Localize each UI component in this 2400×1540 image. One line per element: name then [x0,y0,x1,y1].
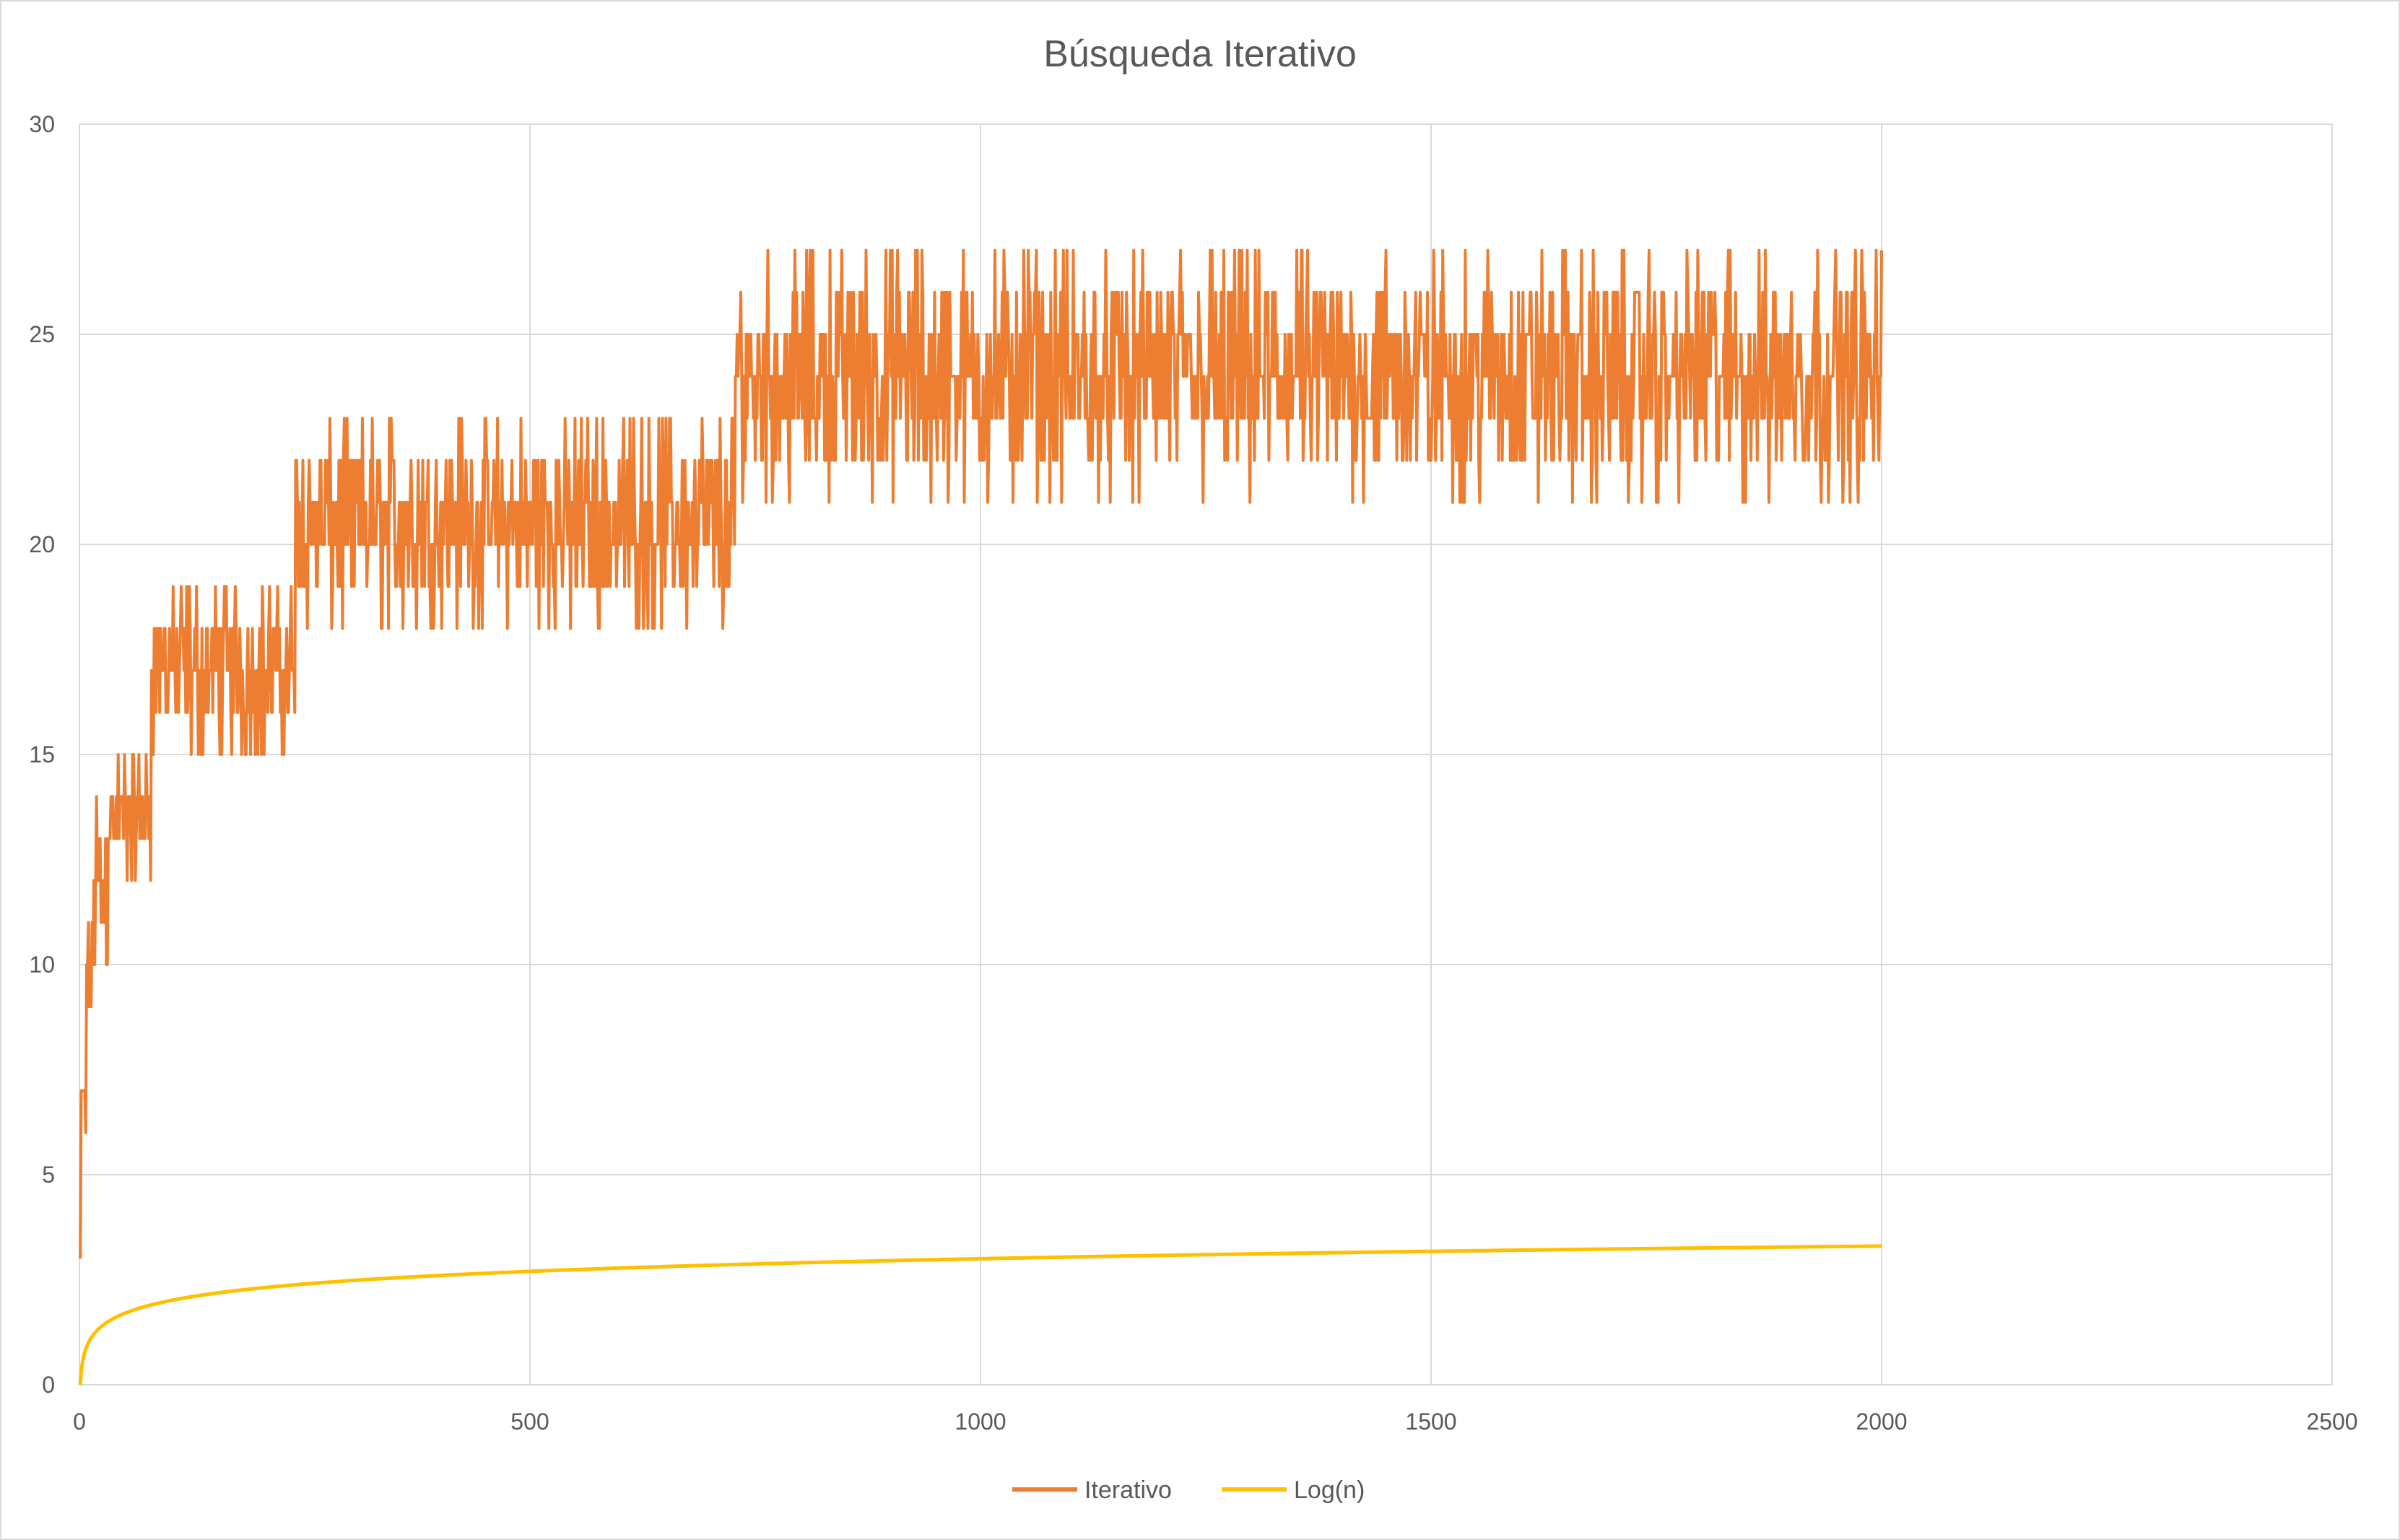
y-tick-label: 15 [29,741,55,767]
x-tick-label: 2500 [2306,1409,2357,1435]
series-line-log-n [78,1244,1882,1385]
y-tick-label: 5 [42,1162,55,1188]
legend-label: Iterativo [1084,1476,1172,1504]
x-tick-label: 0 [73,1409,86,1435]
axes: 0 5 10 15 20 25 30 0 500 1000 1500 2000 2500 [29,111,2357,1435]
series-group [78,248,1883,1385]
x-tick-label: 1500 [1405,1409,1456,1435]
y-tick-label: 20 [29,531,55,557]
chart-title: Búsqueda Iterativo [1043,33,1357,75]
x-tick-label: 1000 [955,1409,1006,1435]
legend-label: Log(n) [1294,1476,1365,1504]
x-tick-label: 2000 [1856,1409,1907,1435]
legend: Iterativo Log(n) [1012,1476,1365,1504]
y-tick-label: 25 [29,321,55,347]
y-tick-label: 10 [29,952,55,978]
y-tick-label: 30 [29,111,55,137]
series-line-iterativo [79,248,1883,1259]
y-tick-label: 0 [42,1372,55,1398]
x-tick-label: 500 [510,1409,549,1435]
